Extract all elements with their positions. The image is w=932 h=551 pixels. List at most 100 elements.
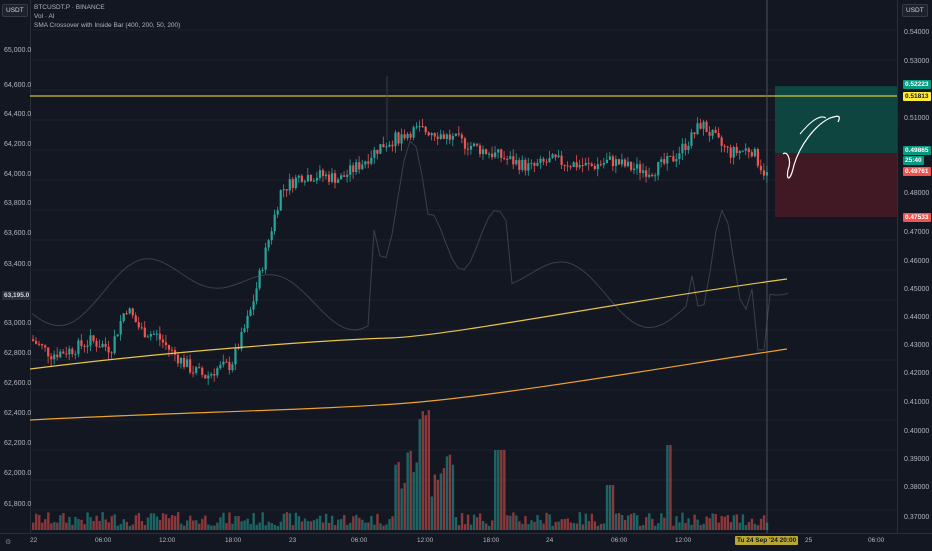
candle-body [629, 161, 633, 170]
volume-bar [711, 513, 714, 530]
volume-bar [578, 512, 582, 530]
candle-body [657, 162, 660, 176]
volume-bar [654, 525, 657, 530]
candle-body [382, 144, 385, 148]
candle-body [566, 165, 569, 167]
volume-bar [186, 520, 189, 530]
volume-bar [753, 523, 757, 530]
volume-bar [56, 522, 59, 530]
candle-body [240, 331, 243, 349]
volume-bar [234, 516, 237, 530]
candle-body [285, 189, 288, 191]
volume-bar [276, 525, 280, 530]
candle-body [176, 354, 180, 364]
candle-body [651, 174, 654, 177]
volume-bar [596, 525, 600, 530]
volume-bar [179, 523, 183, 530]
volume-bar [83, 524, 86, 530]
candle-body [349, 165, 352, 175]
settings-icon[interactable]: ⚙ [5, 539, 12, 546]
candle-body [433, 133, 436, 137]
volume-bar [756, 525, 760, 530]
candle-body [663, 159, 666, 164]
left-axis-tick: 62,600.0 [4, 380, 32, 387]
volume-bar [388, 519, 391, 530]
candle-body [533, 163, 536, 166]
volume-bar [648, 513, 651, 530]
candle-body [551, 154, 554, 158]
volume-bar [584, 513, 588, 530]
candle-body [488, 153, 491, 155]
candle-body [41, 344, 44, 346]
candle-body [702, 121, 705, 129]
volume-bar [270, 522, 273, 530]
candle-body [593, 165, 596, 170]
candle-body [545, 161, 548, 163]
time-axis-tick: 12:00 [159, 537, 176, 544]
left-axis-tick: 64,600.0 [4, 82, 32, 89]
volume-bar [80, 519, 83, 530]
price-chart[interactable] [30, 0, 897, 533]
candle-body [503, 157, 506, 159]
candle-body [237, 348, 240, 350]
volume-bar [445, 456, 449, 530]
candle-body [207, 375, 210, 379]
volume-bar [714, 514, 717, 530]
volume-bar [68, 516, 71, 530]
candle-body [83, 345, 86, 347]
candle-body [324, 174, 328, 177]
time-axis-tick: 06:00 [868, 537, 885, 544]
volume-bar [189, 515, 192, 530]
candle-body [705, 121, 708, 133]
left-currency-button[interactable]: USDT [2, 4, 28, 17]
candle-body [276, 210, 279, 215]
candle-body [288, 179, 291, 191]
candle-body [714, 129, 717, 134]
candle-body [590, 163, 593, 166]
time-axis-tick: 06:00 [611, 537, 628, 544]
left-price-axis[interactable]: USDT [0, 0, 31, 533]
candle-body [738, 151, 741, 154]
volume-bar [762, 515, 766, 530]
right-axis-tick: 0.38000 [904, 484, 930, 491]
candle-body [137, 322, 140, 328]
candle-body [747, 148, 750, 153]
candle-body [225, 361, 228, 363]
candle-body [50, 356, 53, 360]
volume-bar [463, 524, 467, 530]
candle-body [614, 159, 618, 167]
time-axis[interactable] [0, 533, 932, 551]
volume-bar [207, 524, 210, 530]
candle-body [466, 148, 470, 150]
right-currency-button[interactable]: USDT [902, 4, 928, 17]
volume-bar [228, 512, 231, 530]
volume-bar [551, 525, 554, 530]
candle-body [669, 155, 672, 157]
volume-bar [723, 516, 726, 530]
candle-body [403, 134, 406, 139]
volume-bar [620, 514, 624, 530]
volume-label[interactable]: Vol · AI [34, 13, 55, 20]
drawn-arrow [782, 115, 840, 179]
right-price-axis[interactable]: USDT [897, 0, 932, 533]
volume-bar [732, 515, 736, 530]
candle-body [334, 173, 337, 183]
candle-body [412, 127, 415, 138]
volume-bar [306, 521, 310, 530]
volume-bar [315, 518, 319, 530]
volume-bar [512, 512, 515, 530]
symbol-label[interactable]: BTCUSDT.P · BINANCE [34, 4, 105, 11]
volume-bar [666, 445, 669, 530]
indicator-label[interactable]: SMA Crossover with Inside Bar (400, 200,… [34, 22, 181, 29]
candle-body [65, 353, 68, 355]
candle-body [439, 134, 442, 139]
volume-bar [44, 519, 47, 530]
candle-body [684, 143, 687, 150]
candle-body [415, 126, 418, 128]
volume-bar [663, 517, 666, 530]
volume-bar [113, 514, 116, 530]
volume-bar [533, 521, 536, 530]
volume-bar [327, 522, 331, 530]
volume-bar [515, 515, 518, 530]
volume-bar [164, 514, 168, 530]
